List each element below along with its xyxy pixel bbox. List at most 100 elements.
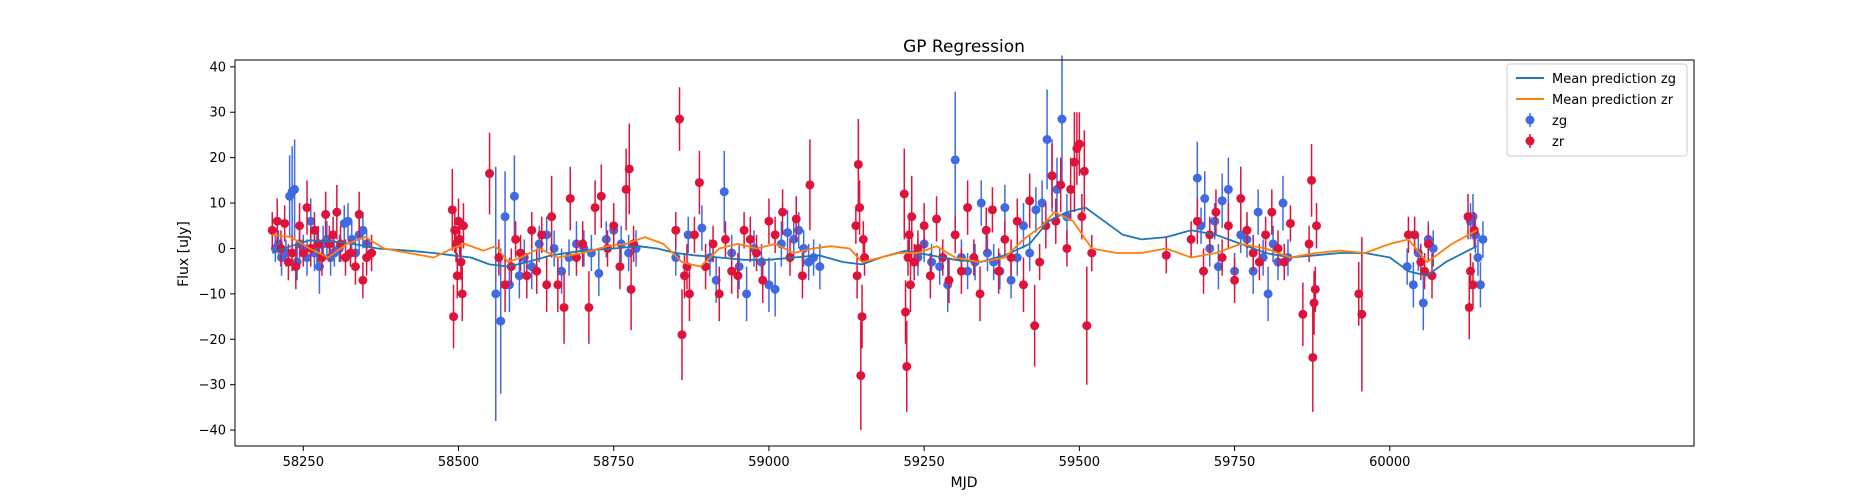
zg-point <box>1213 262 1223 272</box>
zg-point <box>815 262 825 272</box>
legend-label-zg-line: Mean prediction zg <box>1552 72 1676 87</box>
zg-point <box>1253 207 1263 217</box>
zr-point <box>994 266 1004 276</box>
zr-point <box>287 248 297 258</box>
zr-point <box>778 207 788 217</box>
zr-point <box>720 234 730 244</box>
zr-point <box>694 178 704 188</box>
y-tick-label: −20 <box>199 333 226 348</box>
zr-point <box>752 248 762 258</box>
y-tick-label: 20 <box>209 151 226 166</box>
zr-point <box>944 275 954 285</box>
zr-point <box>745 234 755 244</box>
zr-point <box>1308 352 1318 362</box>
zg-point <box>500 212 510 222</box>
zr-point <box>1079 166 1089 176</box>
zr-point <box>1236 194 1246 204</box>
zr-point <box>1423 239 1433 249</box>
zr-point <box>624 164 634 174</box>
y-tick-label: 40 <box>209 60 226 75</box>
zr-point <box>1186 234 1196 244</box>
zg-point <box>358 225 368 235</box>
zr-point <box>1464 302 1474 312</box>
zg-point <box>719 187 729 197</box>
zr-point <box>901 307 911 317</box>
zr-point <box>1273 243 1283 253</box>
zg-point <box>290 184 300 194</box>
zr-point <box>596 191 606 201</box>
zr-point <box>456 257 466 267</box>
zr-point <box>932 214 942 224</box>
legend-swatch-zr-marker <box>1525 136 1535 146</box>
zr-point <box>367 248 377 258</box>
zr-point <box>975 289 985 299</box>
zr-point <box>1047 171 1057 181</box>
y-tick-label: −40 <box>199 424 226 439</box>
zr-point <box>701 262 711 272</box>
zr-point <box>1066 184 1076 194</box>
zr-point <box>1230 275 1240 285</box>
zr-point <box>1267 207 1277 217</box>
zr-point <box>309 225 319 235</box>
legend-swatch-zg-marker <box>1525 115 1535 125</box>
x-tick-label: 58250 <box>283 455 324 470</box>
zr-point <box>621 184 631 194</box>
zr-point <box>511 234 521 244</box>
y-tick-label: −10 <box>199 287 226 302</box>
zr-point <box>1000 234 1010 244</box>
zr-point <box>584 302 594 312</box>
zr-point <box>321 209 331 219</box>
zg-point <box>935 262 945 272</box>
y-axis-ticks: −40 −30 −20 −10 0 10 20 30 40 <box>199 60 235 439</box>
x-tick-label: 59750 <box>1214 455 1255 470</box>
zr-point <box>925 271 935 281</box>
zr-point <box>485 169 495 179</box>
zg-point <box>1217 196 1227 206</box>
zg-point <box>1478 234 1488 244</box>
zr-point <box>1304 239 1314 249</box>
y-tick-label: 10 <box>209 197 226 212</box>
zg-point <box>1223 184 1233 194</box>
zr-point <box>987 205 997 215</box>
zr-point <box>739 225 749 235</box>
x-tick-label: 59250 <box>903 455 944 470</box>
zr-point <box>328 230 338 240</box>
zr-point <box>770 230 780 240</box>
zr-point <box>590 203 600 213</box>
zr-point <box>537 230 547 240</box>
zr-point <box>457 289 467 299</box>
zr-point <box>1357 309 1367 319</box>
zg-point <box>496 316 506 326</box>
zr-point <box>458 221 468 231</box>
zr-point <box>913 243 923 253</box>
zr-point <box>1087 248 1097 258</box>
zr-point <box>963 203 973 213</box>
zr-point <box>1211 207 1221 217</box>
zr-point <box>684 289 694 299</box>
zg-point <box>976 198 986 208</box>
y-tick-label: −30 <box>199 378 226 393</box>
zg-point <box>343 216 353 226</box>
zr-point <box>332 207 342 217</box>
zr-point <box>727 266 737 276</box>
zr-point <box>291 262 301 272</box>
zg-point <box>1210 216 1220 226</box>
chart-title: GP Regression <box>903 37 1025 57</box>
zr-point <box>542 280 552 290</box>
zr-point <box>677 330 687 340</box>
zg-point <box>1037 198 1047 208</box>
zg-point <box>306 216 316 226</box>
zr-point <box>714 289 724 299</box>
zr-point <box>302 203 312 213</box>
x-tick-label: 59500 <box>1059 455 1100 470</box>
zr-point <box>851 221 861 231</box>
zg-point <box>1408 280 1418 290</box>
zr-point <box>1082 321 1092 331</box>
zg-point <box>770 284 780 294</box>
zg-point <box>1031 205 1041 215</box>
zr-point <box>609 221 619 231</box>
zr-point <box>1062 243 1072 253</box>
zr-point <box>1223 221 1233 231</box>
x-axis-label: MJD <box>951 475 978 491</box>
zr-point <box>1420 266 1430 276</box>
